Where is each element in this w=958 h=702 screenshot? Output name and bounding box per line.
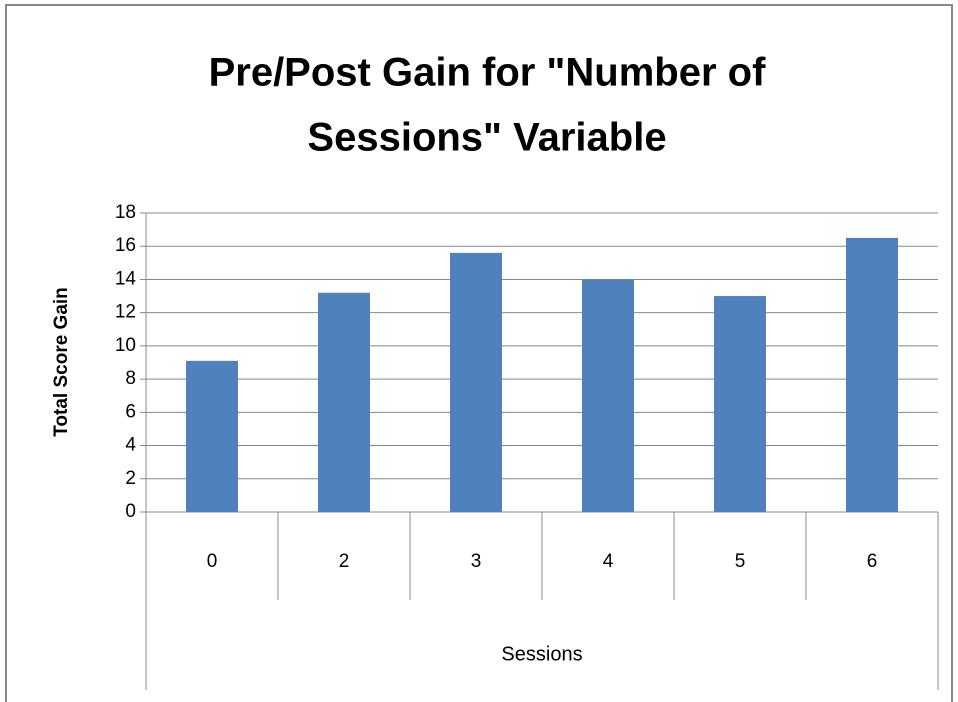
bar <box>582 279 634 512</box>
y-axis-title: Total Score Gain <box>51 287 72 437</box>
x-tick-label: 3 <box>471 551 482 572</box>
x-tick-label: 2 <box>339 551 350 572</box>
chart-title: Sessions" Variable <box>307 116 666 160</box>
bar <box>186 360 238 512</box>
x-tick-label: 0 <box>207 551 218 572</box>
y-tick-label: 10 <box>115 335 136 356</box>
x-tick-label: 5 <box>735 551 746 572</box>
x-tick-label: 4 <box>603 551 614 572</box>
y-tick-label: 14 <box>115 268 137 289</box>
y-tick-label: 8 <box>125 368 136 389</box>
chart-border <box>5 4 953 702</box>
y-tick-label: 18 <box>115 202 136 223</box>
y-tick-label: 0 <box>125 501 136 522</box>
bar <box>318 292 370 512</box>
bar <box>450 252 502 512</box>
y-tick-label: 6 <box>125 401 136 422</box>
y-tick-label: 4 <box>125 435 136 456</box>
x-axis-title: Sessions <box>501 643 582 665</box>
y-tick-label: 2 <box>125 468 136 489</box>
bar <box>846 237 898 512</box>
y-tick-label: 16 <box>115 235 136 256</box>
bar <box>714 296 766 512</box>
y-tick-label: 12 <box>115 302 136 323</box>
x-tick-label: 6 <box>867 551 878 572</box>
chart-title: Pre/Post Gain for "Number of <box>209 51 766 95</box>
